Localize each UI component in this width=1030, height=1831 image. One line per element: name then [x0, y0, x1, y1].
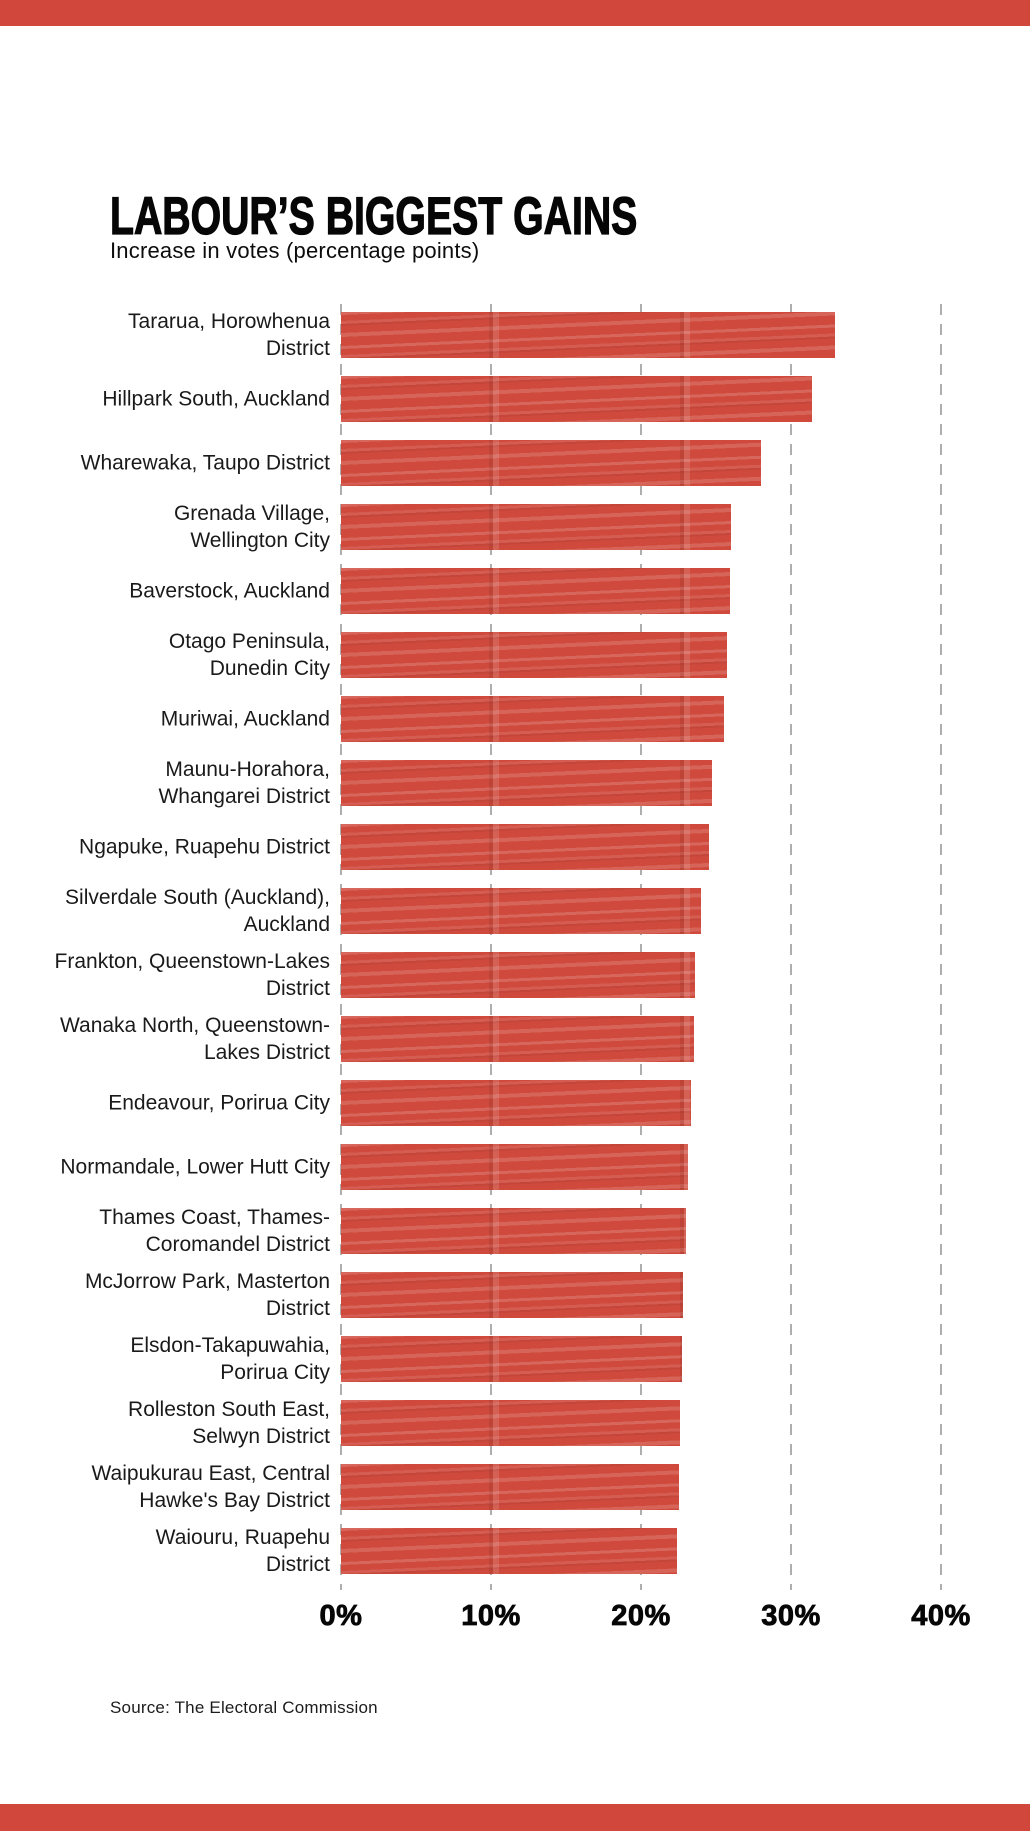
gridline-10 — [490, 304, 492, 1590]
gridline-40 — [940, 304, 942, 1590]
category-label: Silverdale South (Auckland), Auckland — [65, 886, 330, 936]
value-bar — [341, 1080, 691, 1126]
x-tick-label: 40% — [911, 1600, 971, 1633]
category-label: Maunu-Horahora, Whangarei District — [158, 758, 330, 808]
x-tick-label: 10% — [461, 1600, 521, 1633]
x-tick-label: 20% — [611, 1600, 671, 1633]
category-label: Rolleston South East, Selwyn District — [128, 1398, 330, 1448]
value-bar — [341, 1016, 694, 1062]
category-label: Wharewaka, Taupo District — [80, 451, 330, 475]
x-tick-label: 30% — [761, 1600, 821, 1633]
value-bar — [341, 312, 835, 358]
category-label: Normandale, Lower Hutt City — [60, 1155, 330, 1179]
chart-subtitle: Increase in votes (percentage points) — [110, 238, 480, 263]
x-tick-label: 0% — [319, 1600, 363, 1633]
category-label: Otago Peninsula, Dunedin City — [168, 630, 330, 680]
value-bar — [341, 760, 712, 806]
category-label: Tararua, Horowhenua District — [128, 310, 330, 360]
category-label: Thames Coast, Thames- Coromandel Distric… — [99, 1206, 330, 1256]
value-bar — [341, 1528, 677, 1574]
value-bar — [341, 376, 812, 422]
value-bar — [341, 1464, 679, 1510]
category-label: McJorrow Park, Masterton District — [84, 1270, 330, 1320]
value-bar — [341, 504, 731, 550]
value-bar — [341, 1208, 686, 1254]
value-bar — [341, 1400, 680, 1446]
category-label: Elsdon-Takapuwahia, Porirua City — [130, 1334, 330, 1384]
category-label: Hillpark South, Auckland — [102, 387, 330, 411]
gridline-0 — [340, 304, 342, 1590]
value-bar — [341, 696, 724, 742]
category-label: Waiouru, Ruapehu District — [155, 1526, 330, 1576]
category-label: Waipukurau East, Central Hawke's Bay Dis… — [91, 1462, 331, 1512]
category-label: Grenada Village, Wellington City — [173, 502, 330, 552]
value-bar — [341, 568, 730, 614]
chart-title-text: LABOUR’S BIGGEST GAINS — [110, 187, 638, 246]
value-bar — [341, 1272, 683, 1318]
value-bar — [341, 1336, 682, 1382]
value-bar — [341, 952, 695, 998]
chart-title: LABOUR’S BIGGEST GAINS — [110, 187, 823, 246]
category-label: Frankton, Queenstown-Lakes District — [54, 950, 330, 1000]
value-bar — [341, 888, 701, 934]
value-bar — [341, 1144, 688, 1190]
value-bar — [341, 824, 709, 870]
category-label: Wanaka North, Queenstown- Lakes District — [59, 1014, 330, 1064]
value-bar — [341, 440, 761, 486]
source-note: Source: The Electoral Commission — [110, 1698, 378, 1717]
category-label: Baverstock, Auckland — [129, 579, 330, 603]
gridline-30 — [790, 304, 792, 1590]
category-label: Muriwai, Auckland — [160, 707, 330, 731]
category-label: Endeavour, Porirua City — [108, 1091, 330, 1115]
value-bar — [341, 632, 727, 678]
category-label: Ngapuke, Ruapehu District — [79, 835, 330, 859]
top-banner — [0, 0, 1030, 26]
gridline-20 — [640, 304, 642, 1590]
bottom-banner — [0, 1804, 1030, 1831]
